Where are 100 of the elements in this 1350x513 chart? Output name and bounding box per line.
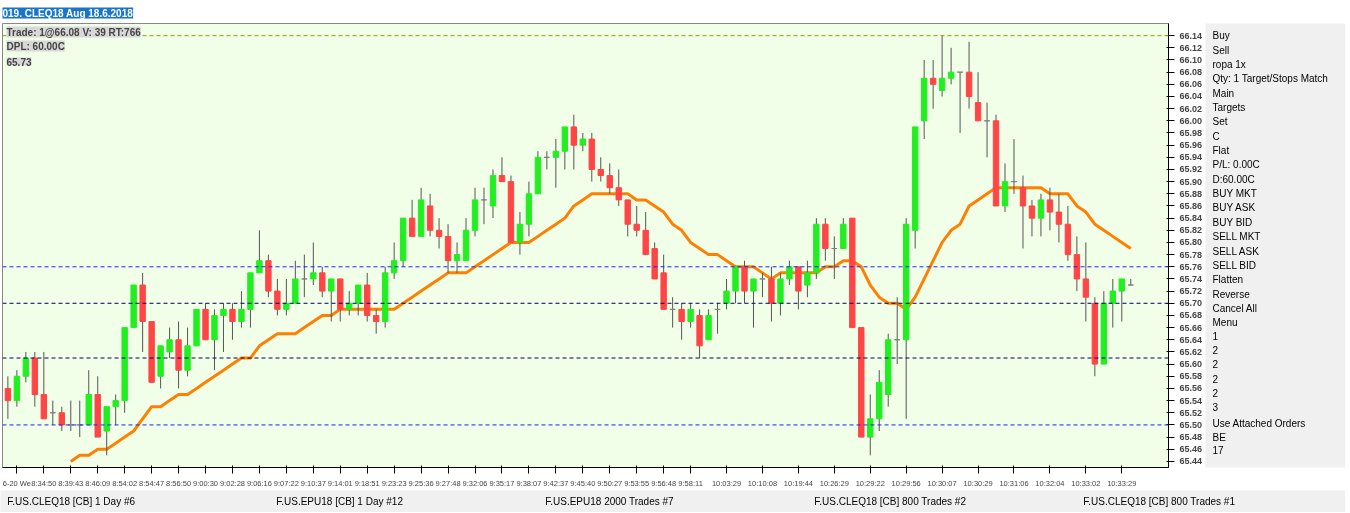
candlestick [633,205,640,237]
candlestick [606,162,613,195]
text: Set [1212,116,1228,128]
y-tick-label: 66.14 [1179,30,1203,41]
text: P/L: 0.00C [1212,159,1260,171]
candlestick [929,59,937,110]
y-tick-label: 66.02 [1179,103,1203,114]
text: 1 [1212,330,1219,342]
text: SELL MKT [1212,231,1261,243]
y-tick-label: 65.94 [1179,152,1203,163]
candlestick [678,302,685,341]
annotation: Trade: 1@66.08 V: 39 RT:766 [6,26,142,38]
candlestick [355,284,362,316]
y-tick-label: 65.44 [1179,456,1203,467]
candlestick [480,187,488,225]
candlestick [1055,193,1063,243]
text: 2 [1212,359,1219,371]
candlestick [112,394,119,426]
y-tick-label: 65.50 [1179,419,1203,430]
candlestick [435,217,443,250]
text: SELL ASK [1212,245,1260,257]
candlestick [687,302,694,329]
candlestick [1046,187,1054,231]
candlestick [453,241,461,274]
candlestick [283,278,290,316]
y-tick-label: 65.80 [1179,237,1203,248]
text: Use Attached Orders [1212,417,1306,429]
candlestick [274,278,281,316]
y-tick-label: 66.10 [1179,54,1203,65]
text: F.US.EPU18 2000 Trades #7 [545,496,675,507]
candlestick [1118,278,1125,323]
candlestick [786,260,793,286]
candlestick [390,241,398,280]
text: 3 [1212,402,1219,414]
y-tick-label: 66.08 [1179,67,1203,78]
text: D:60.00C [1212,173,1255,185]
y-tick-label: 65.82 [1179,225,1203,236]
y-tick-label: 65.98 [1179,127,1203,138]
candlestick [346,290,353,316]
text: Reverse [1212,288,1251,300]
candlestick [867,394,874,456]
y-tick-label: 65.64 [1179,334,1203,345]
text: BUY ASK [1212,202,1256,214]
text: 17 [1212,445,1225,457]
y-tick-label: 66.00 [1179,115,1203,126]
y-tick-label: 66.06 [1179,79,1203,90]
candlestick [319,266,326,298]
candlestick [229,302,236,341]
text: F.US.CLEQ18 [CB] 800 Trades #2 [814,496,967,507]
y-tick-label: 65.96 [1179,140,1203,151]
text: Buy [1212,30,1230,42]
candlestick [947,47,955,85]
y-tick-label: 66.04 [1179,91,1203,102]
candlestick [750,278,757,329]
y-tick-label: 65.46 [1179,444,1203,455]
text: BUY MKT [1212,188,1257,200]
text: ropa 1x [1212,58,1246,70]
y-tick-label: 65.68 [1179,310,1203,321]
text: 2 [1212,388,1219,400]
y-tick-label: 65.66 [1179,322,1203,333]
candlestick [166,327,173,359]
candlestick [597,156,604,183]
text: C [1212,130,1220,142]
text: BE [1212,432,1227,444]
text: Qty: 1 Target/Stops Match [1212,73,1328,85]
y-tick-label: 66.12 [1179,42,1203,53]
y-tick-label: 65.78 [1179,249,1203,260]
text: 2 [1212,344,1219,356]
y-tick-label: 65.70 [1179,298,1203,309]
text: SELL BID [1212,259,1257,271]
text: Cancel All [1212,302,1257,314]
text: Main [1212,87,1235,99]
candlestick [238,290,245,329]
y-tick-label: 65.84 [1179,213,1203,224]
y-tick-label: 65.58 [1179,371,1203,382]
annotation: DPL: 60.00C [6,40,65,52]
candlestick [310,241,317,286]
candlestick [4,375,12,420]
y-tick-label: 65.54 [1179,395,1203,406]
candlestick [974,71,982,122]
candlestick [1019,175,1027,250]
candlestick [408,199,416,237]
y-tick-label: 65.86 [1179,200,1203,211]
text: F.US.EPU18 [CB] 1 Day #12 [276,496,404,507]
y-tick-label: 65.62 [1179,346,1203,357]
candlestick [615,168,622,207]
text: Flat [1212,145,1230,157]
candlestick [498,156,506,183]
y-tick-label: 65.90 [1179,176,1203,187]
candlestick [579,132,586,152]
candlestick [723,278,730,310]
text: F.US.CLEQ18 [CB] 1 Day #6 [7,496,136,507]
text: Menu [1212,317,1238,329]
text: Targets [1212,101,1246,113]
y-tick-label: 65.88 [1179,188,1203,199]
candlestick [938,35,946,97]
candlestick [1028,199,1036,237]
text: Sell [1212,44,1230,56]
text: Flatten [1212,274,1244,286]
candlestick [373,308,380,335]
